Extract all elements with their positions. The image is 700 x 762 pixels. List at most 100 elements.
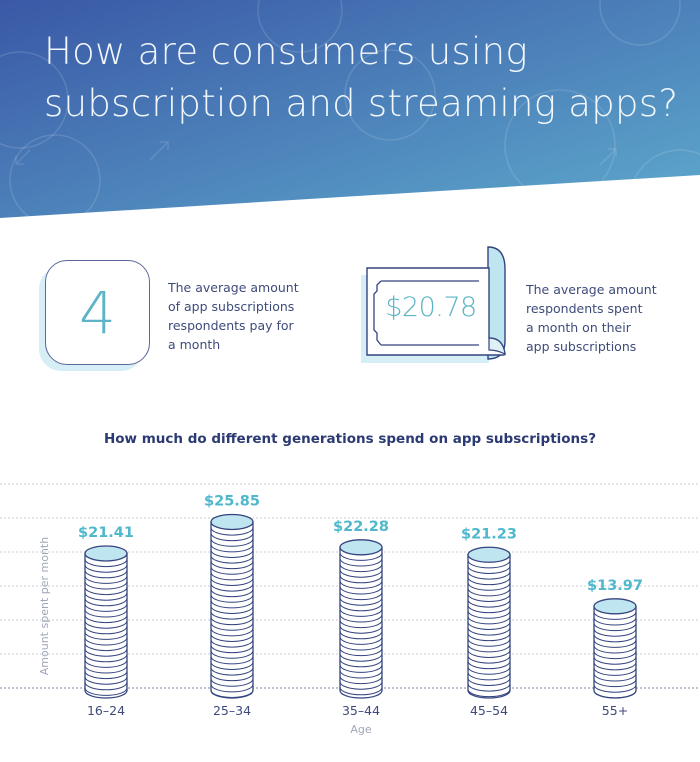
coin-edge <box>210 572 254 581</box>
coin-edge <box>467 655 511 664</box>
coin-edge <box>210 566 254 575</box>
coin-edge <box>467 649 511 658</box>
coin-edge <box>84 592 128 601</box>
description-line: app subscriptions <box>526 339 637 354</box>
coin-edge <box>593 651 637 660</box>
bar-value-label: $25.85 <box>204 493 260 509</box>
coin-edge <box>84 603 128 612</box>
chart-title: How much do different generations spend … <box>103 431 597 447</box>
coin-edge <box>210 555 254 564</box>
coin-edge <box>593 634 637 643</box>
coin-stack-top <box>467 546 511 563</box>
coin-edge <box>593 639 637 648</box>
coin-stack-body <box>84 552 128 699</box>
bar-value-label: $21.23 <box>461 526 517 542</box>
coin-edge <box>467 571 511 580</box>
coin-edge <box>339 620 383 629</box>
header-background <box>0 0 700 218</box>
coin-edge <box>210 617 254 626</box>
coin-edge <box>593 645 637 654</box>
coin-edge <box>84 670 128 680</box>
coin-edge <box>84 637 128 646</box>
arrow-icon <box>149 141 169 161</box>
coin-edge <box>339 687 383 696</box>
coin-edge <box>84 654 128 663</box>
coin-edge <box>467 588 511 597</box>
coin-edge <box>467 605 511 614</box>
coin-edge <box>84 626 128 635</box>
x-tick-label: 55+ <box>602 703 628 718</box>
coin-edge <box>210 527 254 536</box>
description-line: The average amount <box>168 280 299 295</box>
coin-edge <box>339 580 383 589</box>
coin-edge <box>210 645 254 654</box>
coin-stack-bar <box>467 546 511 699</box>
coin-edge <box>84 575 128 584</box>
bar-value-label: $22.28 <box>333 519 389 535</box>
coin-edge <box>84 570 128 579</box>
coin-edge <box>210 639 254 648</box>
coin-edge <box>210 577 254 586</box>
refresh-circle-icon <box>504 89 616 201</box>
coin-edge <box>593 617 637 626</box>
coin-edge <box>210 633 254 642</box>
coin-edge <box>210 589 254 598</box>
bar-value-label: $21.41 <box>78 525 134 541</box>
refresh-circle-icon <box>629 149 700 230</box>
ticket-curl-front <box>488 337 506 356</box>
coin-edge <box>210 667 254 676</box>
coin-edge <box>339 614 383 623</box>
coin-edge <box>339 676 383 685</box>
coin-edge <box>593 679 637 688</box>
arrow-icon <box>599 148 617 166</box>
coin-edge <box>593 611 637 620</box>
x-tick-label: 45–54 <box>470 703 508 718</box>
description-line: The average amount <box>526 282 657 297</box>
coin-stack-bar <box>339 539 383 699</box>
description-line: of app subscriptions <box>168 299 295 314</box>
coin-edge <box>210 611 254 620</box>
coin-stack-top <box>84 545 128 562</box>
stat-average-spend-description: The average amount respondents spent a m… <box>526 280 676 356</box>
description-line: a month on their <box>526 320 631 335</box>
x-tick-label: 16–24 <box>87 703 125 718</box>
coin-edge <box>84 631 128 640</box>
coin-edge <box>210 622 254 631</box>
refresh-circle-icon <box>599 0 681 46</box>
page-title-line-1: How are consumers using <box>44 30 528 73</box>
coin-edge <box>210 661 254 670</box>
coin-edge <box>84 676 128 685</box>
coin-edge <box>84 614 128 624</box>
bars <box>84 513 637 699</box>
coin-stack-top <box>339 539 383 556</box>
coin-edge <box>339 664 383 673</box>
coin-edge <box>467 677 511 686</box>
coin-stack-body <box>467 554 511 699</box>
coin-edge <box>210 684 254 693</box>
coin-edge <box>467 666 511 675</box>
description-line: respondents spent <box>526 301 643 316</box>
coin-edge <box>210 689 254 698</box>
coin-edge <box>210 583 254 592</box>
coin-edge <box>84 620 128 629</box>
coin-edge <box>593 662 637 671</box>
coin-edge <box>210 678 254 687</box>
coin-edge <box>593 656 637 665</box>
coin-edge <box>210 605 254 614</box>
x-tick-label: 25–34 <box>213 703 251 718</box>
coin-edge <box>339 648 383 657</box>
coin-edge <box>467 689 511 698</box>
coin-edge <box>84 609 128 618</box>
stat-average-spend-value: $20.78 <box>385 292 477 323</box>
coin-edge <box>593 673 637 682</box>
coin-edge <box>467 616 511 625</box>
coin-edge <box>339 558 383 567</box>
coin-edge <box>467 638 511 647</box>
coin-edge <box>339 625 383 634</box>
x-axis-label: Age <box>350 723 372 736</box>
decorative-refresh-icons <box>0 0 700 230</box>
ticket-inner-frame <box>373 280 479 346</box>
stat-subscriptions-count-box: 4 <box>45 260 150 365</box>
coin-edge <box>84 598 128 607</box>
coin-stack-bar <box>84 545 128 699</box>
